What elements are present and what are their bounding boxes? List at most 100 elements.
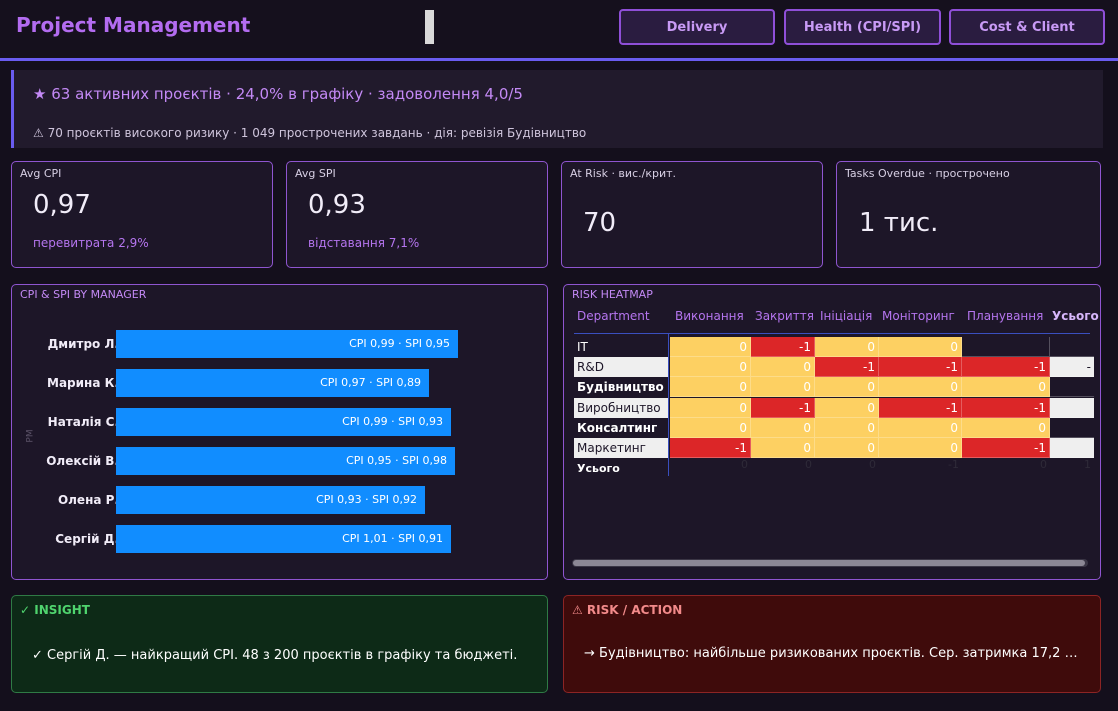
heatmap-column-header[interactable]: Ініціація [820,309,873,323]
heatmap-cell: 0 [670,377,751,398]
heatmap-cell: -1 [670,438,751,458]
heatmap-scrollbar[interactable] [572,559,1088,567]
kpi-avg-cpi: Avg CPI 0,97 перевитрата 2,9% [11,161,273,268]
heatmap-cell: -1 [815,357,879,378]
heatmap-row-label: Консалтинг [577,420,658,435]
heatmap-cell: 0 [815,417,879,438]
bar-category-label: Марина К. [47,376,119,390]
bar-data-label: CPI 0,99 · SPI 0,95 [349,337,450,350]
heatmap-total-cell: 0 [805,458,812,471]
heatmap-cell: 0 [815,337,879,357]
heatmap-cell [1050,438,1094,458]
heatmap-cell: 0 [751,357,815,378]
heatmap-cell: 0 [879,438,962,458]
risk-title: ⚠ RISK / ACTION [572,603,683,617]
banner-subline: ⚠ 70 проєктів високого ризику · 1 049 пр… [33,126,587,140]
heatmap-column-header[interactable]: Планування [967,309,1044,323]
bar-category-label: Олена Р. [57,493,119,507]
heatmap-cell [1050,337,1094,357]
insight-text: ✓ Сергій Д. — найкращий CPI. 48 з 200 пр… [32,648,518,663]
bar[interactable]: CPI 0,97 · SPI 0,89 [116,369,429,397]
kpi-label: Avg SPI [295,167,336,180]
heatmap-cell: 0 [751,417,815,438]
heatmap-total-cell: 0 [869,458,876,471]
heatmap-total-label: Усього [577,462,620,475]
heatmap-header-line [574,333,1090,334]
heatmap-total-cell: 0 [741,458,748,471]
bar[interactable]: CPI 0,95 · SPI 0,98 [116,447,455,475]
kpi-value: 70 [583,208,617,238]
kpi-label: Avg CPI [20,167,62,180]
heatmap-cell: -1 [879,357,962,378]
kpi-tasks-overdue: Tasks Overdue · прострочено 1 тис. [836,161,1101,268]
heatmap-cell: 0 [751,377,815,398]
manager-chart-panel: CPI & SPI BY MANAGER PM Дмитро Л. CPI 0,9… [11,284,548,580]
tab-cost-client[interactable]: Cost & Client [949,9,1105,45]
bar[interactable]: CPI 0,93 · SPI 0,92 [116,486,425,514]
heatmap-cell: 0 [879,417,962,438]
heatmap-cell: 0 [815,397,879,418]
chart-y-axis-title: PM [25,429,36,443]
bar-data-label: CPI 1,01 · SPI 0,91 [342,532,443,545]
heatmap-row-label: Будівництво [577,380,664,395]
heatmap-column-header[interactable]: Моніторинг [882,309,955,323]
risk-card: ⚠ RISK / ACTION → Будівництво: найбільше… [563,595,1101,693]
heatmap-cell: 0 [879,337,962,357]
heatmap-cell: -1 [962,397,1050,418]
header-divider [0,58,1118,61]
top-bar: Project Management Delivery Health (CPI/… [0,0,1118,58]
heatmap-row-label: Виробництво [574,397,668,418]
kpi-label: Tasks Overdue · прострочено [845,167,1010,180]
heatmap-cell: -1 [962,357,1050,378]
kpi-sub: відставання 7,1% [308,236,420,250]
heatmap-cell: 0 [962,377,1050,398]
heatmap-column-header[interactable]: Закриття [755,309,814,323]
heatmap-cell [1050,418,1094,438]
heatmap-row-divider [668,334,669,476]
heatmap-title: RISK HEATMAP [572,288,653,301]
heatmap-cell: -1 [879,397,962,418]
bar-category-label: Сергій Д. [55,532,119,546]
heatmap-cell: 0 [670,337,751,357]
insight-card: ✓ INSIGHT ✓ Сергій Д. — найкращий CPI. 4… [11,595,548,693]
heatmap-column-header[interactable]: Виконання [675,309,744,323]
bar[interactable]: CPI 1,01 · SPI 0,91 [116,525,451,553]
risk-text: → Будівництво: найбільше ризикованих про… [584,646,1084,661]
bar-data-label: CPI 0,97 · SPI 0,89 [320,376,421,389]
app-title: Project Management [16,13,251,37]
heatmap-total-cell: 1 [1084,458,1091,471]
heatmap-cell [1050,377,1094,398]
heatmap-cell: 0 [962,417,1050,438]
risk-heatmap-panel: RISK HEATMAP Department Виконання Закритт… [563,284,1101,580]
heatmap-cell [1050,397,1094,418]
heatmap-scroll-thumb[interactable] [573,560,1085,566]
heatmap-row-label: Маркетинг [574,438,668,458]
heatmap-cell: 0 [670,357,751,378]
tab-delivery[interactable]: Delivery [619,9,775,45]
heatmap-cell: 0 [815,377,879,398]
heatmap-row-label: R&D [574,357,668,378]
bar-category-label: Наталія С. [47,415,119,429]
heatmap-row-label: IT [577,340,588,354]
heatmap-corner-label: Department [577,309,650,323]
heatmap-column-header[interactable]: Усього [1052,309,1099,323]
kpi-value: 0,93 [308,190,366,220]
bar-data-label: CPI 0,93 · SPI 0,92 [316,493,417,506]
insight-title: ✓ INSIGHT [20,603,90,617]
kpi-sub: перевитрата 2,9% [33,236,149,250]
heatmap-cell: 0 [751,438,815,458]
bar-data-label: CPI 0,95 · SPI 0,98 [346,454,447,467]
bar-category-label: Олексій В. [46,454,119,468]
heatmap-total-cell: 0 [1040,458,1047,471]
bar[interactable]: CPI 0,99 · SPI 0,93 [116,408,451,436]
heatmap-cell: -1 [962,438,1050,458]
banner-headline: ★ 63 активних проєктів · 24,0% в графіку… [33,85,523,103]
tab-health[interactable]: Health (CPI/SPI) [784,9,941,45]
bar[interactable]: CPI 0,99 · SPI 0,95 [116,330,458,358]
heatmap-cell: -1 [751,397,815,418]
heatmap-cell: 0 [670,397,751,418]
bar-category-label: Дмитро Л. [47,337,119,351]
bar-data-label: CPI 0,99 · SPI 0,93 [342,415,443,428]
header-separator [425,10,434,44]
heatmap-cell: 0 [670,417,751,438]
